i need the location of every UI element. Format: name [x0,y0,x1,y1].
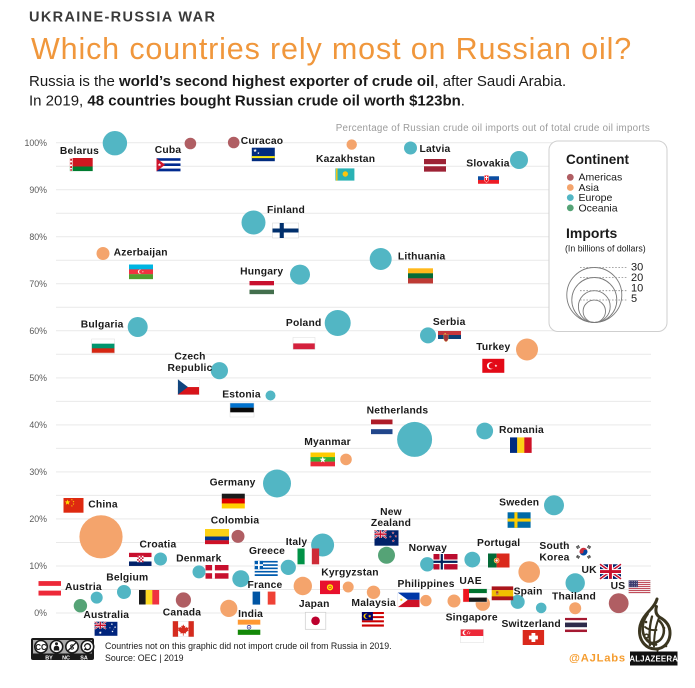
svg-text:Malaysia: Malaysia [351,598,396,609]
svg-text:Greece: Greece [249,546,285,557]
svg-text:Estonia: Estonia [222,390,261,401]
svg-text:Philippines: Philippines [398,579,455,590]
svg-text:Percentage of Russian crude oi: Percentage of Russian crude oil imports … [336,123,650,134]
svg-text:20%: 20% [29,514,47,524]
svg-text:Bulgaria: Bulgaria [81,320,124,331]
svg-text:Azerbaijan: Azerbaijan [114,248,168,259]
svg-text:Finland: Finland [267,205,305,216]
svg-text:UK: UK [581,565,597,576]
svg-text:Kyrgyzstan: Kyrgyzstan [321,567,379,578]
svg-text:France: France [248,580,283,591]
svg-text:Germany: Germany [210,478,256,489]
svg-text:Hungary: Hungary [240,266,283,277]
svg-text:60%: 60% [29,326,47,336]
svg-text:100%: 100% [25,138,48,148]
svg-text:30%: 30% [29,467,47,477]
svg-text:Myanmar: Myanmar [304,437,351,448]
svg-text:70%: 70% [29,279,47,289]
svg-text:50%: 50% [29,373,47,383]
svg-text:ALJAZEERA: ALJAZEERA [629,655,678,664]
svg-text:5: 5 [631,293,637,305]
svg-text:Colombia: Colombia [211,516,260,527]
svg-text:Republic: Republic [167,363,212,374]
svg-text:Austria: Austria [65,582,102,593]
svg-text:Source: OEC | 2019: Source: OEC | 2019 [105,653,184,663]
svg-text:UKRAINE-RUSSIA WAR: UKRAINE-RUSSIA WAR [29,10,216,26]
svg-text:Poland: Poland [286,318,322,329]
svg-text:Zealand: Zealand [371,518,411,529]
svg-text:Asia: Asia [579,182,600,194]
svg-text:Americas: Americas [579,172,623,184]
svg-text:Belarus: Belarus [60,146,99,157]
svg-text:@AJLabs: @AJLabs [569,653,626,665]
svg-text:10: 10 [631,283,643,295]
svg-text:Slovakia: Slovakia [466,159,509,170]
svg-text:Canada: Canada [163,607,201,618]
svg-text:Spain: Spain [514,587,543,598]
svg-text:Countries not on this graphic: Countries not on this graphic did not im… [105,641,392,651]
svg-text:Which countries rely most on R: Which countries rely most on Russian oil… [31,32,632,66]
svg-text:Oceania: Oceania [579,202,618,214]
svg-text:Serbia: Serbia [433,317,466,328]
svg-text:Netherlands: Netherlands [367,405,429,416]
svg-text:Kazakhstan: Kazakhstan [316,154,375,165]
svg-text:20: 20 [631,272,643,284]
svg-text:South: South [539,541,569,552]
svg-text:Japan: Japan [299,599,330,610]
svg-text:Italy: Italy [286,537,308,548]
svg-text:0%: 0% [34,608,47,618]
svg-text:90%: 90% [29,185,47,195]
svg-text:Czech: Czech [174,351,205,362]
svg-text:80%: 80% [29,232,47,242]
svg-text:Sweden: Sweden [499,498,539,509]
svg-text:Latvia: Latvia [420,144,451,155]
svg-text:Lithuania: Lithuania [398,252,446,263]
svg-text:Portugal: Portugal [477,538,520,549]
svg-text:(In billions of dollars): (In billions of dollars) [565,244,646,254]
svg-text:Korea: Korea [539,553,569,564]
svg-text:30: 30 [631,262,643,274]
svg-text:SA: SA [80,655,88,661]
svg-text:Turkey: Turkey [476,342,510,353]
svg-text:Switzerland: Switzerland [501,619,560,630]
svg-text:New: New [380,507,403,518]
svg-text:Russia is the world’s second h: Russia is the world’s second highest exp… [29,73,566,90]
svg-text:Imports: Imports [566,225,618,241]
svg-text:Denmark: Denmark [176,554,222,565]
svg-text:India: India [238,609,263,620]
svg-text:Continent: Continent [566,152,629,167]
svg-text:US: US [611,581,626,592]
svg-text:10%: 10% [29,561,47,571]
svg-text:Norway: Norway [409,543,447,554]
svg-text:Croatia: Croatia [140,539,177,550]
svg-text:Curacao: Curacao [241,136,284,147]
svg-text:In 2019, 48 countries bought R: In 2019, 48 countries bought Russian cru… [29,92,465,109]
svg-text:Singapore: Singapore [446,613,498,624]
svg-text:NC: NC [62,655,70,661]
svg-text:Thailand: Thailand [552,592,596,603]
svg-text:China: China [88,499,118,510]
svg-text:Europe: Europe [579,192,613,204]
svg-text:Australia: Australia [83,610,129,621]
svg-text:40%: 40% [29,420,47,430]
svg-text:Cuba: Cuba [155,145,182,156]
svg-text:Romania: Romania [499,425,544,436]
svg-text:UAE: UAE [459,576,481,587]
svg-text:Belgium: Belgium [106,573,148,584]
svg-text:BY: BY [45,655,53,661]
svg-text:CC: CC [35,643,47,652]
